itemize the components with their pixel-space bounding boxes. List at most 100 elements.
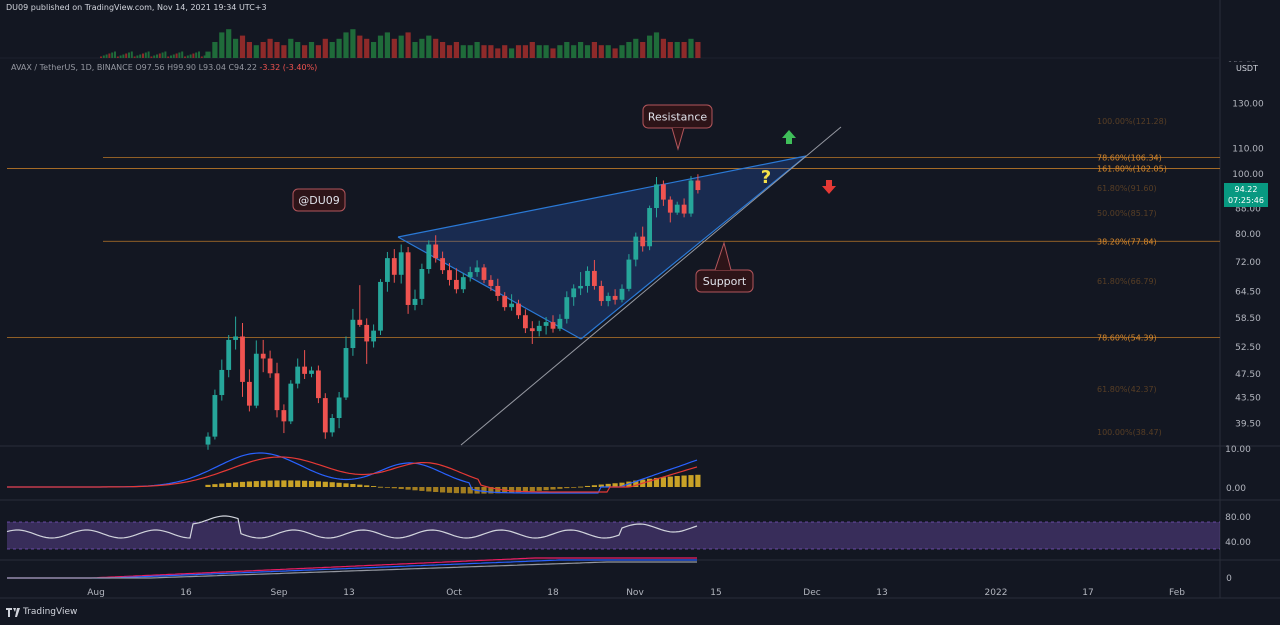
- candle-body: [350, 319, 356, 349]
- author-tag[interactable]: @DU09: [292, 188, 346, 212]
- volume-bar: [329, 42, 335, 58]
- volume-bar: [647, 35, 653, 58]
- volume-bar: [156, 54, 158, 58]
- faded-fib-labels: 100.00%(121.28) 61.80%(91.60) 50.00%(85.17…: [1097, 117, 1167, 437]
- volume-bar: [200, 56, 203, 58]
- candle-body: [219, 369, 225, 396]
- support-trend-line[interactable]: [460, 126, 842, 446]
- volume-bar: [515, 45, 522, 58]
- volume-bar: [391, 38, 397, 58]
- macd-histogram-bar: [515, 487, 522, 493]
- price-tick-label: 88.00: [1235, 204, 1261, 214]
- candle-body: [447, 270, 452, 280]
- volume-bar: [130, 51, 133, 58]
- candle-body: [550, 322, 556, 329]
- wedge-lower-line[interactable]: [580, 155, 807, 340]
- faded-fib-label: 61.80%(42.37): [1097, 385, 1157, 394]
- volume-bar: [302, 45, 308, 58]
- macd-histogram-bar: [329, 482, 335, 487]
- volume-bar: [377, 35, 384, 58]
- volume-bar: [488, 45, 494, 58]
- volume-bar: [192, 53, 195, 58]
- macd-histogram-bar: [446, 487, 453, 493]
- faded-fib-label: 100.00%(38.47): [1097, 428, 1162, 437]
- volume-bar: [633, 38, 639, 58]
- volume-bar: [322, 38, 328, 58]
- volume-bar: [186, 55, 189, 58]
- volume-bar: [591, 42, 597, 58]
- volume-bar: [139, 54, 142, 58]
- time-tick-label: 2022: [985, 588, 1008, 598]
- volume-bar: [371, 42, 377, 58]
- candle-body: [274, 373, 280, 411]
- macd-histogram-bar: [481, 487, 487, 494]
- volume-bar: [274, 42, 280, 58]
- volume-bar: [460, 45, 466, 58]
- volume-bar: [233, 38, 239, 58]
- volume-bar: [419, 38, 425, 58]
- macd-histogram-bar: [412, 487, 418, 491]
- candle-body: [440, 258, 445, 271]
- time-tick-label: 13: [343, 588, 354, 598]
- volume-bar: [681, 42, 687, 58]
- candle-body: [502, 295, 508, 308]
- candle-body: [564, 297, 570, 319]
- volume-bar: [281, 45, 287, 58]
- volume-bar: [102, 55, 105, 58]
- candle-body: [557, 318, 563, 329]
- macd-histogram-bar: [488, 487, 494, 494]
- volume-bar: [612, 48, 618, 58]
- candle-body: [619, 288, 625, 300]
- candle-body: [281, 410, 287, 422]
- volume-bar: [695, 42, 701, 58]
- macd-histogram-bar: [598, 484, 604, 487]
- last-price: 94.22: [1234, 185, 1258, 194]
- candle-body: [481, 267, 487, 280]
- volume-bar: [343, 32, 349, 58]
- macd-histogram-bar: [571, 487, 577, 488]
- tradingview-brand[interactable]: TradingView: [6, 607, 77, 617]
- rsi-tick-label: 40.00: [1225, 538, 1251, 548]
- indicator-line-3: [7, 561, 697, 579]
- faded-fib-label: 61.80%(66.79): [1097, 277, 1157, 286]
- support-callout[interactable]: Support: [695, 241, 754, 293]
- macd-histogram-bar: [584, 485, 591, 487]
- time-axis[interactable]: Aug 16 Sep 13 Oct 18 Nov 15 Dec 13 2022 17 Feb: [87, 588, 1185, 598]
- candle-body: [295, 366, 301, 384]
- candle-body: [654, 184, 659, 209]
- candle-body: [322, 398, 328, 433]
- volume-bar: [105, 54, 108, 58]
- macd-histogram-bar: [453, 487, 459, 494]
- last-price-badge: 94.22 07:25:46: [1224, 183, 1268, 207]
- macd-histogram-bar: [578, 486, 584, 488]
- macd-histogram-bar: [226, 482, 232, 487]
- volume-bar: [111, 52, 114, 58]
- volume-bar: [440, 42, 446, 58]
- volume-bar: [170, 55, 172, 58]
- currency-label: USDT: [1236, 64, 1258, 73]
- currency-badge-bg: [1227, 62, 1263, 74]
- candle-body: [633, 236, 639, 260]
- resistance-callout[interactable]: Resistance: [642, 104, 713, 151]
- wedge-upper-line[interactable]: [397, 155, 807, 238]
- macd-histogram-bar: [619, 482, 625, 487]
- macd-histogram-bar: [674, 476, 680, 487]
- price-tick-label: 80.00: [1235, 230, 1261, 240]
- candle-body: [419, 268, 425, 299]
- price-tick-label: 110.00: [1232, 144, 1264, 154]
- time-tick-label: Dec: [803, 588, 820, 598]
- price-axis[interactable]: 130.00 110.00 100.00 88.00 80.00 72.00 64.50 58…: [1225, 60, 1264, 584]
- price-tick-label: 39.50: [1235, 419, 1261, 429]
- candle-body: [467, 272, 473, 278]
- macd-histogram-bar: [246, 481, 252, 487]
- macd-histogram-bar: [564, 487, 570, 489]
- macd-histogram-bar: [543, 487, 549, 491]
- macd-histogram-bar: [605, 483, 611, 487]
- volume-bar: [239, 35, 246, 58]
- candle-body: [205, 436, 211, 445]
- macd-histogram-bar: [419, 487, 425, 491]
- faded-fib-label: 61.80%(91.60): [1097, 184, 1157, 193]
- candle-body: [536, 325, 542, 332]
- macd-histogram-bar: [205, 484, 211, 487]
